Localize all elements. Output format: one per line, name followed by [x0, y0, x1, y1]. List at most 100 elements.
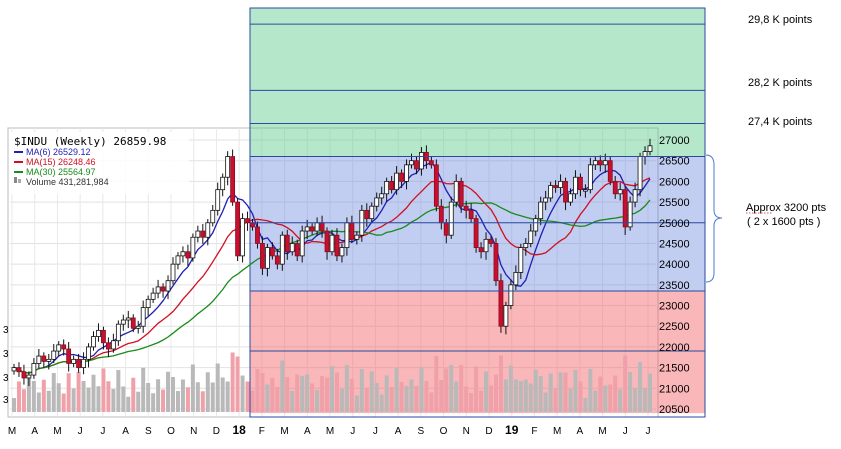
candle-body	[583, 189, 588, 192]
volume-bar	[334, 372, 339, 412]
volume-bar	[215, 363, 220, 412]
volume-bar	[225, 381, 230, 412]
candle-body	[135, 325, 141, 329]
candle-body	[617, 189, 623, 195]
volume-bar	[101, 368, 106, 412]
x-tick-label: A	[31, 426, 38, 437]
volume-bar	[210, 382, 215, 412]
x-tick-label: F	[531, 426, 537, 437]
left-axis-label: 3	[3, 373, 9, 384]
volume-bar	[548, 373, 553, 412]
volume-bar	[349, 379, 354, 412]
volume-bar	[648, 373, 652, 412]
volume-bar	[280, 360, 285, 412]
candle-body	[647, 145, 653, 152]
candle-body	[458, 180, 464, 207]
candle-body	[120, 319, 126, 325]
candle-body	[130, 317, 136, 329]
candle-body	[56, 344, 62, 352]
volume-bar	[464, 386, 469, 412]
candle-body	[483, 238, 489, 253]
candle-body	[260, 243, 265, 269]
candle-body	[389, 180, 395, 191]
x-tick-label: J	[623, 426, 628, 437]
candle-body	[602, 160, 608, 166]
candle-body	[627, 201, 633, 228]
candle-body	[498, 280, 504, 327]
volume-bar	[573, 370, 578, 412]
price-candles	[11, 138, 653, 387]
volume-bar	[553, 388, 558, 412]
legend-label: MA(15) 26248.46	[26, 157, 96, 167]
volume-bar	[51, 373, 56, 412]
candle-body	[145, 298, 151, 309]
volume-bar	[374, 383, 379, 412]
volume-bar	[12, 398, 16, 412]
candle-body	[81, 358, 86, 369]
candle-body	[185, 251, 191, 259]
volume-bar	[354, 395, 359, 412]
candle-body	[414, 160, 419, 170]
left-axis-label: 3	[3, 349, 9, 360]
candle-body	[607, 160, 613, 182]
candle-body	[289, 243, 295, 253]
x-tick-label: J	[100, 426, 105, 437]
volume-bar	[161, 389, 166, 412]
x-tick-label: M	[280, 426, 288, 437]
x-tick-label: A	[395, 426, 402, 437]
volume-bar	[618, 389, 623, 412]
legend-label: Volume 431,281,984	[26, 177, 109, 187]
volume-bar	[136, 391, 141, 412]
candle-body	[463, 205, 469, 211]
candle-body	[314, 222, 320, 232]
candle-body	[155, 286, 161, 294]
x-axis: M A M J J A S O N D 18 F M A M J J A S O N D 19 F M A M J J	[8, 423, 651, 437]
candle-body	[587, 164, 593, 191]
candle-body	[597, 160, 603, 166]
candle-body	[533, 218, 539, 232]
volume-bar	[493, 374, 498, 412]
candle-body	[26, 374, 32, 379]
candle-body	[150, 292, 156, 300]
volume-bar	[41, 379, 46, 412]
x-tick-label: D	[213, 426, 220, 437]
volume-bar	[489, 385, 493, 412]
candle-body	[443, 222, 449, 236]
candle-body	[11, 367, 17, 372]
volume-bar	[479, 390, 484, 412]
candle-body	[404, 164, 409, 182]
candle-body	[170, 263, 176, 282]
volume-bar	[434, 356, 439, 412]
candle-body	[513, 272, 519, 286]
candle-body	[433, 164, 439, 207]
volume-bar	[26, 377, 31, 412]
candle-body	[409, 160, 414, 166]
volume-bar	[91, 374, 96, 412]
volume-bar	[200, 391, 205, 412]
volume-bar	[568, 389, 573, 412]
volume-bar	[439, 380, 444, 412]
legend-swatch	[18, 179, 21, 183]
volume-bar	[131, 377, 136, 412]
volume-bar	[245, 381, 250, 412]
candle-body	[488, 238, 494, 244]
level-label-28200: 28,2 K points	[748, 77, 813, 89]
volume-bar	[384, 375, 389, 412]
candle-body	[329, 234, 335, 253]
y-tick-label: 26000	[659, 176, 690, 188]
candle-body	[344, 222, 350, 248]
y-tick-label: 21000	[659, 383, 690, 395]
candle-body	[101, 329, 106, 344]
volume-bar	[623, 355, 628, 412]
candle-body	[538, 201, 544, 220]
volume-bar	[508, 365, 513, 412]
volume-bar	[295, 374, 300, 412]
candle-body	[165, 280, 171, 292]
candle-body	[215, 189, 221, 211]
volume-bar	[414, 386, 419, 412]
candle-body	[632, 189, 638, 203]
range-bracket	[705, 154, 723, 283]
candle-body	[106, 342, 111, 350]
